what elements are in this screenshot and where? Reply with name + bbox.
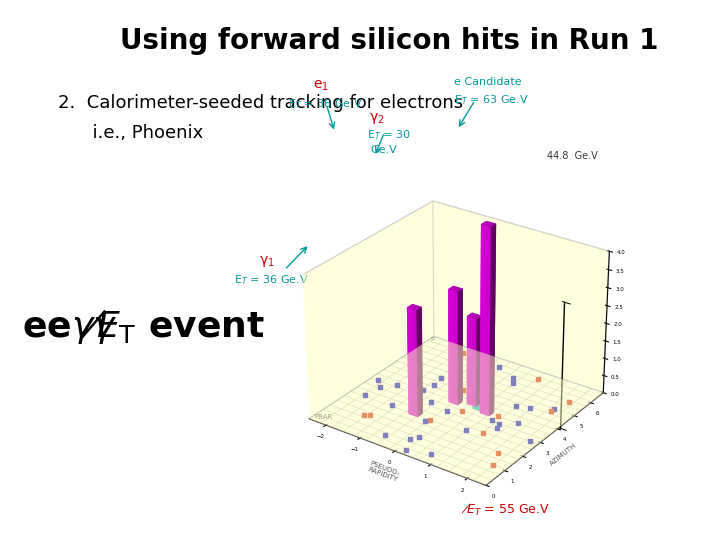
Text: e$_1$: e$_1$ <box>313 78 329 93</box>
Y-axis label: AZIMUTH: AZIMUTH <box>549 443 577 467</box>
Text: E$_T$ = 36 Ge.V: E$_T$ = 36 Ge.V <box>288 97 363 111</box>
Text: ee$\gamma\gamma\!\not\!\!E_{\rm T}$ event: ee$\gamma\gamma\!\not\!\!E_{\rm T}$ even… <box>22 307 264 346</box>
Text: Using forward silicon hits in Run 1: Using forward silicon hits in Run 1 <box>120 27 658 55</box>
Text: 2.  Calorimeter-seeded tracking for electrons: 2. Calorimeter-seeded tracking for elect… <box>58 94 463 112</box>
Text: E$_T$ = 63 Ge.V: E$_T$ = 63 Ge.V <box>454 93 528 107</box>
X-axis label: PSEUDO-
RAPIDITY: PSEUDO- RAPIDITY <box>366 460 400 483</box>
Text: $\not\!\!E_T$ = 55 Ge.V: $\not\!\!E_T$ = 55 Ge.V <box>461 502 549 518</box>
Text: E$_T$ = 36 Ge.V: E$_T$ = 36 Ge.V <box>234 273 309 287</box>
Text: 44.8  Ge.V: 44.8 Ge.V <box>547 151 598 161</box>
Text: e Candidate: e Candidate <box>454 77 521 87</box>
Text: i.e., Phoenix: i.e., Phoenix <box>58 124 203 142</box>
Text: Ge.V: Ge.V <box>371 145 397 155</box>
Text: γ$_1$: γ$_1$ <box>259 254 275 269</box>
Text: E$_T$ = 30: E$_T$ = 30 <box>367 129 411 143</box>
Text: γ$_2$: γ$_2$ <box>369 111 385 126</box>
